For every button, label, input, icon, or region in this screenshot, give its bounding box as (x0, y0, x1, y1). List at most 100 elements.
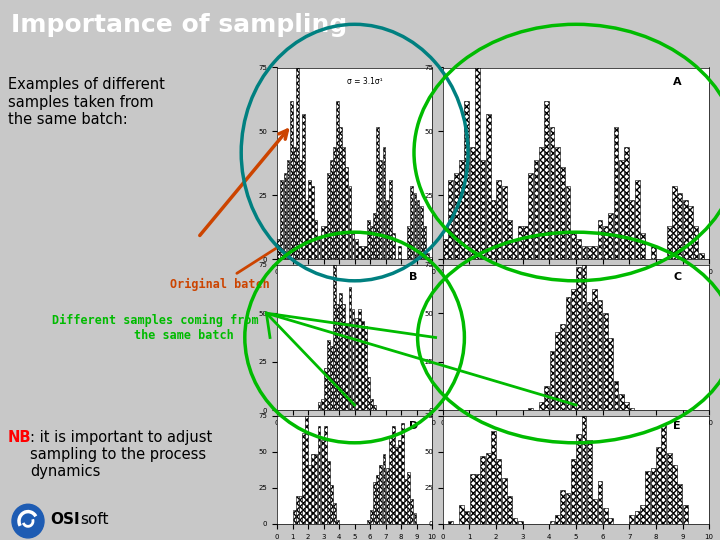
Bar (370, 226, 373, 259)
Bar (480, 456, 485, 524)
Bar (330, 160, 333, 259)
Bar (351, 233, 354, 259)
Bar (364, 246, 367, 259)
Bar (386, 200, 389, 259)
Bar (370, 399, 373, 410)
Text: Media = 4.2: Media = 4.2 (300, 294, 343, 300)
Bar (324, 368, 327, 410)
Bar (454, 173, 459, 259)
Bar (683, 200, 688, 259)
Text: NB: NB (8, 430, 32, 444)
Bar (587, 246, 592, 259)
Bar (389, 180, 392, 259)
Bar (464, 511, 469, 524)
Bar (318, 239, 320, 259)
Bar (603, 313, 608, 410)
Bar (512, 518, 517, 524)
Bar (420, 206, 423, 259)
Bar (346, 167, 348, 259)
Bar (327, 340, 330, 410)
Bar (302, 433, 305, 524)
Bar (320, 440, 323, 524)
Bar (305, 200, 308, 259)
Bar (392, 233, 395, 259)
Bar (280, 180, 283, 259)
Bar (651, 468, 656, 524)
Bar (459, 160, 464, 259)
Bar (379, 160, 382, 259)
Bar (305, 416, 308, 524)
Bar (320, 226, 323, 259)
Bar (289, 100, 292, 259)
Bar (491, 200, 496, 259)
Bar (496, 459, 501, 524)
Bar (401, 423, 404, 524)
Bar (426, 253, 429, 259)
Bar (327, 173, 330, 259)
Bar (330, 346, 333, 410)
Bar (592, 499, 597, 524)
Bar (336, 304, 339, 410)
Bar (598, 220, 603, 259)
Bar (293, 147, 296, 259)
Bar (565, 297, 570, 410)
Bar (618, 160, 624, 259)
Bar (464, 100, 469, 259)
Bar (318, 426, 320, 524)
Bar (507, 496, 512, 524)
Bar (389, 437, 392, 524)
Bar (582, 246, 587, 259)
Bar (582, 416, 587, 524)
Bar (678, 484, 683, 524)
Bar (555, 332, 560, 410)
Bar (603, 226, 608, 259)
Text: Different samples coming from
        the same batch: Different samples coming from the same b… (52, 314, 258, 342)
Text: : it is important to adjust
sampling to the process
dynamics: : it is important to adjust sampling to … (30, 430, 212, 480)
Bar (355, 318, 358, 410)
Bar (565, 186, 570, 259)
Bar (296, 496, 299, 524)
Bar (413, 193, 416, 259)
Bar (571, 459, 576, 524)
Bar (667, 453, 672, 524)
Bar (560, 490, 565, 524)
Bar (582, 265, 587, 410)
Bar (518, 521, 523, 524)
Bar (485, 114, 490, 259)
Bar (507, 220, 512, 259)
Bar (539, 147, 544, 259)
Bar (333, 265, 336, 410)
Bar (299, 496, 302, 524)
Bar (327, 461, 330, 524)
Bar (544, 100, 549, 259)
Bar (560, 167, 565, 259)
Bar (698, 253, 703, 259)
Bar (662, 425, 667, 524)
Bar (449, 180, 454, 259)
Bar (351, 309, 354, 410)
Bar (678, 193, 683, 259)
Bar (367, 521, 370, 524)
Bar (410, 500, 413, 524)
Bar (587, 441, 592, 524)
Bar (598, 300, 603, 410)
Bar (667, 226, 672, 259)
Bar (408, 471, 410, 524)
Bar (377, 127, 379, 259)
Bar (342, 304, 345, 410)
Bar (683, 505, 688, 524)
Text: D: D (409, 421, 418, 431)
Bar (480, 160, 485, 259)
Bar (608, 518, 613, 524)
Bar (408, 226, 410, 259)
Bar (361, 246, 364, 259)
Bar (373, 482, 376, 524)
Bar (512, 239, 517, 259)
Text: OSI: OSI (50, 512, 80, 528)
Text: Examples of different
samples taken from
the same batch:: Examples of different samples taken from… (8, 77, 165, 127)
Text: σ = 3.1σ¹: σ = 3.1σ¹ (347, 77, 382, 86)
Circle shape (12, 504, 44, 538)
Bar (302, 114, 305, 259)
Bar (284, 173, 287, 259)
Bar (330, 485, 333, 524)
